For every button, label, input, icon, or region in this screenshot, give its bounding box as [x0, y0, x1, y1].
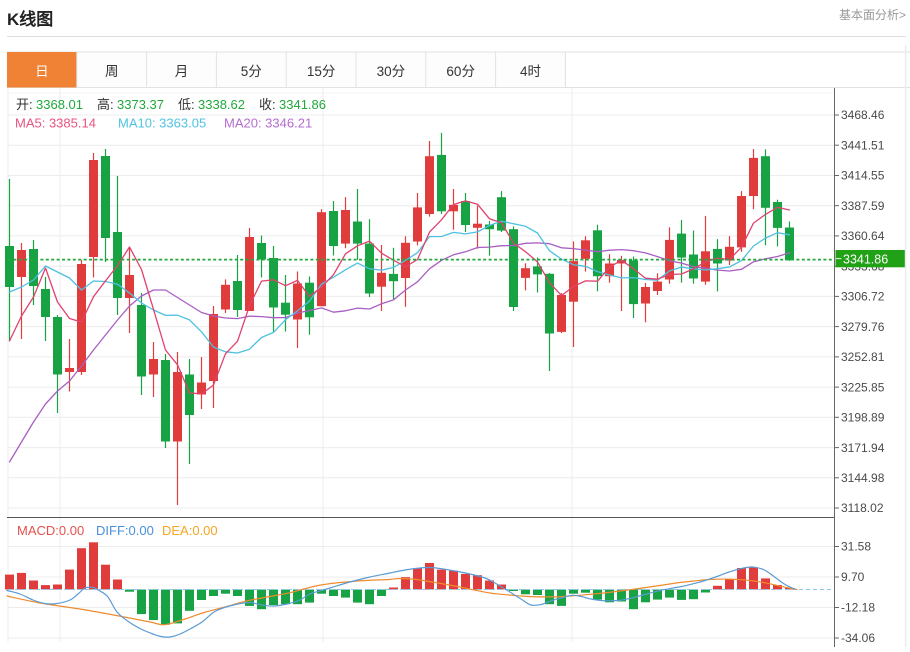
svg-text:3118.02: 3118.02	[841, 501, 884, 515]
svg-text:3341.86: 3341.86	[843, 252, 888, 266]
svg-text:3338.62: 3338.62	[198, 97, 245, 112]
svg-text:3360.64: 3360.64	[841, 229, 885, 243]
svg-text:DEA:0.00: DEA:0.00	[162, 523, 218, 538]
svg-text:MA5: 3385.14: MA5: 3385.14	[15, 116, 96, 131]
svg-text:3368.01: 3368.01	[36, 97, 83, 112]
svg-text:高:: 高:	[97, 97, 114, 112]
svg-text:-12.18: -12.18	[841, 601, 875, 615]
svg-text:3414.55: 3414.55	[841, 169, 885, 183]
svg-text:日: 日	[35, 64, 49, 79]
svg-text:3198.89: 3198.89	[841, 411, 885, 425]
svg-text:3171.94: 3171.94	[841, 441, 885, 455]
svg-text:DIFF:0.00: DIFF:0.00	[96, 523, 154, 538]
svg-text:3306.72: 3306.72	[841, 290, 885, 304]
svg-text:-34.06: -34.06	[841, 631, 875, 645]
svg-text:MACD:0.00: MACD:0.00	[17, 523, 84, 538]
svg-text:31.58: 31.58	[841, 540, 871, 554]
svg-text:3279.76: 3279.76	[841, 320, 885, 334]
svg-text:3441.51: 3441.51	[841, 138, 885, 152]
svg-text:3373.37: 3373.37	[117, 97, 164, 112]
svg-text:3225.85: 3225.85	[841, 380, 885, 394]
svg-text:收:: 收:	[259, 97, 276, 112]
svg-text:3387.59: 3387.59	[841, 199, 885, 213]
svg-text:低:: 低:	[178, 97, 195, 112]
svg-text:周: 周	[105, 64, 119, 79]
svg-text:开:: 开:	[16, 97, 33, 112]
svg-text:9.70: 9.70	[841, 570, 865, 584]
svg-text:3341.86: 3341.86	[279, 97, 326, 112]
svg-text:MA10: 3363.05: MA10: 3363.05	[118, 116, 206, 131]
svg-text:5分: 5分	[241, 64, 262, 79]
svg-text:30分: 30分	[377, 64, 406, 79]
svg-text:3144.98: 3144.98	[841, 471, 885, 485]
svg-text:3468.46: 3468.46	[841, 108, 885, 122]
svg-text:15分: 15分	[307, 64, 336, 79]
svg-text:K线图: K线图	[7, 9, 53, 29]
svg-text:3252.81: 3252.81	[841, 350, 885, 364]
svg-text:MA20: 3346.21: MA20: 3346.21	[224, 116, 312, 131]
svg-text:4时: 4时	[520, 64, 541, 79]
svg-text:基本面分析>: 基本面分析>	[839, 8, 906, 22]
svg-text:月: 月	[175, 64, 189, 79]
svg-text:60分: 60分	[446, 64, 475, 79]
